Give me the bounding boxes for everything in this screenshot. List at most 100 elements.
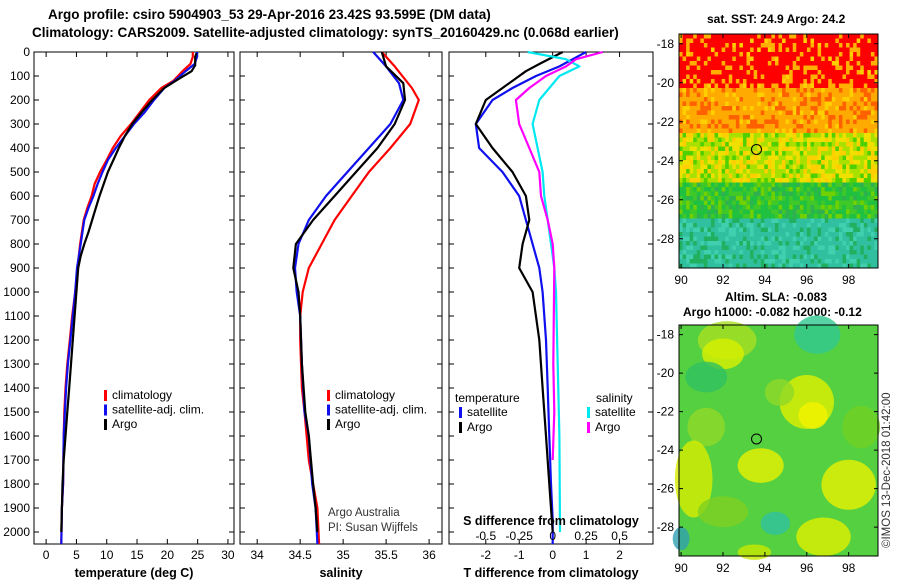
sst-cell xyxy=(874,65,879,71)
sst-cell xyxy=(870,191,875,197)
sst-cell xyxy=(838,142,843,147)
sst-cell xyxy=(696,223,701,228)
sst-cell xyxy=(838,187,843,192)
sst-cell xyxy=(753,236,758,242)
sst-cell xyxy=(689,133,694,138)
sst-cell xyxy=(742,65,747,71)
sst-cell xyxy=(707,56,712,62)
sst-cell xyxy=(838,259,843,264)
sst-cell xyxy=(679,97,683,102)
sst-cell xyxy=(799,88,804,93)
sst-cell xyxy=(693,164,698,170)
sst-cell xyxy=(714,83,719,89)
sst-cell xyxy=(817,178,822,183)
sst-cell xyxy=(728,61,733,66)
sst-cell xyxy=(757,79,762,84)
sst-cell xyxy=(746,52,751,57)
sst-cell xyxy=(785,214,790,219)
sst-cell xyxy=(782,128,786,134)
sst-cell xyxy=(735,164,740,170)
sst-cell xyxy=(728,97,733,102)
sst-cell xyxy=(739,110,744,116)
sst-cell xyxy=(856,70,861,75)
sst-cell xyxy=(831,218,836,224)
sst-cell xyxy=(799,250,804,255)
sst-cell xyxy=(799,43,804,48)
sst-cell xyxy=(821,236,826,242)
sst-cell xyxy=(750,74,755,80)
sst-cell xyxy=(679,200,683,206)
sst-cell xyxy=(703,227,708,233)
sst-cell xyxy=(679,137,683,143)
sst-cell xyxy=(764,61,769,66)
sst-cell xyxy=(725,92,730,98)
sst-cell xyxy=(764,263,769,269)
sst-cell xyxy=(728,52,733,57)
map-frame xyxy=(678,33,879,269)
sst-cell xyxy=(742,34,747,39)
sst-cell xyxy=(746,34,751,39)
sst-cell xyxy=(728,232,733,237)
sst-cell xyxy=(817,34,822,39)
sst-cell xyxy=(732,92,737,98)
sst-cell xyxy=(696,79,701,84)
sst-cell xyxy=(696,178,701,183)
sst-cell xyxy=(774,200,779,206)
sla-heatmap-cells xyxy=(672,315,881,560)
sst-cell xyxy=(849,65,854,71)
sst-cell xyxy=(721,115,726,120)
map-x-tick-label: 92 xyxy=(716,561,730,575)
sst-cell xyxy=(767,124,772,129)
sst-cell xyxy=(718,173,723,179)
sst-cell xyxy=(814,142,818,147)
sst-cell xyxy=(746,254,751,260)
sst-cell xyxy=(782,187,786,192)
sst-cell xyxy=(710,209,715,215)
sst-cell xyxy=(700,124,705,129)
sst-cell xyxy=(721,182,726,188)
sst-cell xyxy=(746,259,751,264)
map-x-tick-label: 98 xyxy=(842,273,856,287)
sla-blob xyxy=(737,448,784,483)
sst-cell xyxy=(732,137,737,143)
sst-cell xyxy=(764,191,769,197)
sst-cell xyxy=(817,43,822,48)
sst-cell xyxy=(710,200,715,206)
sst-cell xyxy=(789,151,794,156)
sst-cell xyxy=(796,142,801,147)
sst-cell xyxy=(867,196,872,201)
sst-cell xyxy=(710,191,715,197)
sst-cell xyxy=(838,56,843,62)
sst-cell xyxy=(846,124,850,129)
sst-cell xyxy=(696,146,701,152)
sst-cell xyxy=(870,209,875,215)
sst-cell xyxy=(821,61,826,66)
sst-cell xyxy=(796,169,801,174)
sst-cell xyxy=(799,263,804,269)
sst-cell xyxy=(810,106,815,111)
map-x-tick-label: 98 xyxy=(842,561,856,575)
sst-cell xyxy=(828,236,833,242)
sst-cell xyxy=(803,173,808,179)
sst-cell xyxy=(870,83,875,89)
sst-cell xyxy=(757,83,762,89)
sst-cell xyxy=(732,119,737,125)
sst-map: 90 92 94 96 98-18-20-22-24-26-28 xyxy=(657,33,879,287)
sst-cell xyxy=(814,169,818,174)
sst-cell xyxy=(824,187,829,192)
sst-cell xyxy=(799,236,804,242)
sst-cell xyxy=(860,209,865,215)
depth-tick-label: 600 xyxy=(10,189,30,203)
sst-cell xyxy=(838,128,843,134)
sst-cell xyxy=(874,155,879,161)
sst-cell xyxy=(689,106,694,111)
sst-cell xyxy=(806,115,811,120)
sst-cell xyxy=(682,169,687,174)
sst-cell xyxy=(846,52,850,57)
sst-cell xyxy=(828,88,833,93)
sst-cell xyxy=(789,61,794,66)
sst-cell xyxy=(700,209,705,215)
sst-cell xyxy=(853,137,858,143)
sst-cell xyxy=(874,115,879,120)
sst-cell xyxy=(863,101,868,107)
